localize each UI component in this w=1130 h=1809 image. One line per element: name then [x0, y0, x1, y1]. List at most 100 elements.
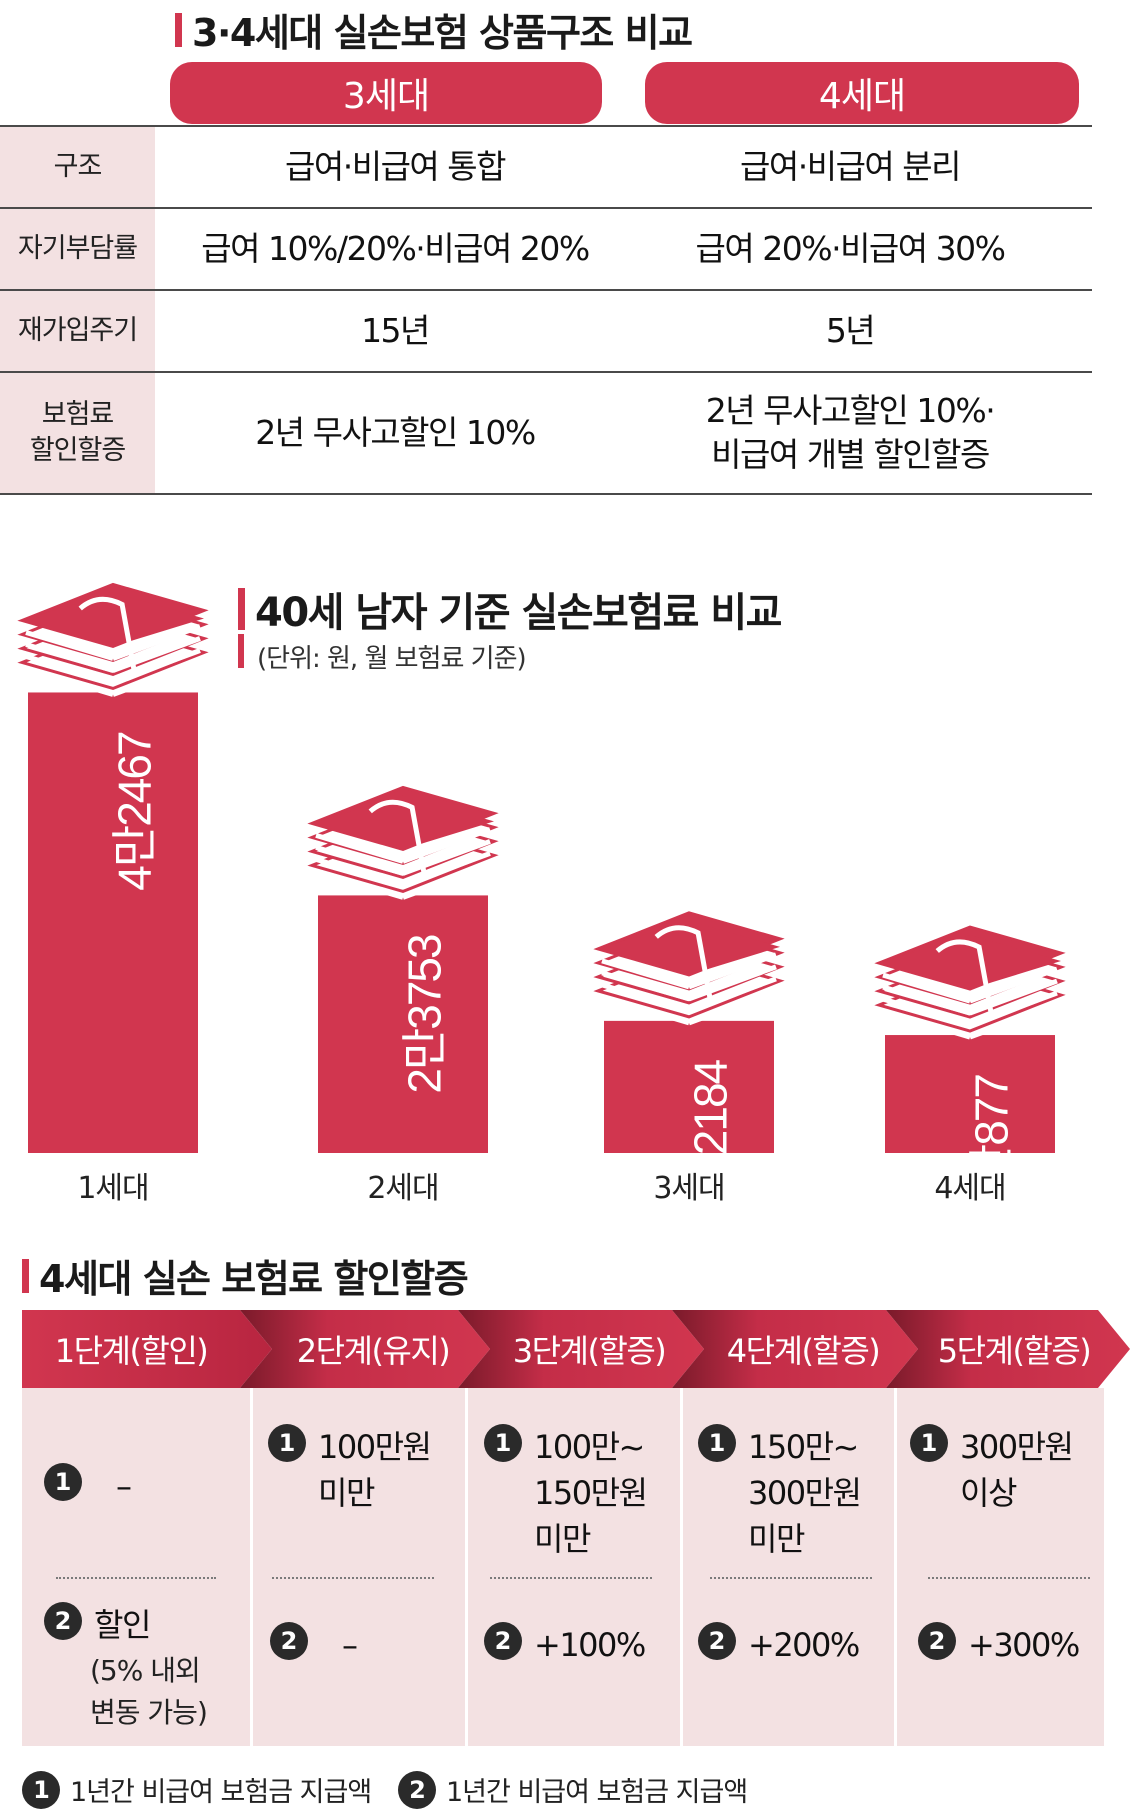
stage-header-arrows [22, 1310, 1130, 1388]
column-divider [250, 1388, 253, 1746]
row-label-line2: 할인할증 [29, 435, 126, 466]
stage1-item1-text: – [116, 1467, 132, 1505]
money-edge-line [112, 660, 201, 697]
stage-header-5: 5단계(할증) [937, 1332, 1092, 1370]
cell-3rd-gen: 15년 [361, 311, 430, 350]
cell-3rd-gen: 급여·비급여 통합 [285, 147, 507, 186]
money-edge-line [402, 839, 491, 876]
cell-line1: 2년 무사고할인 10%· [705, 391, 996, 430]
row-label: 보험료 할인할증 [0, 373, 155, 493]
money-edge-line [969, 966, 1058, 1004]
money-edge-line [402, 851, 491, 888]
column-divider [894, 1388, 897, 1746]
money-stack-top [312, 795, 494, 850]
number-badge-1: 1 [44, 1463, 82, 1501]
bar-value-label: 1만877 [965, 1075, 1017, 1210]
money-edge-line [882, 972, 971, 1004]
number-badge-1: 1 [698, 1424, 736, 1462]
dotted-divider [928, 1577, 1090, 1579]
money-edge-line [882, 1008, 971, 1040]
stage3-item1-text: 100만~ 150만원 미만 [534, 1424, 648, 1562]
subtitle-accent-bar [238, 634, 244, 668]
chart-subtitle: (단위: 원, 월 보험료 기준) [257, 644, 527, 674]
money-band [368, 799, 428, 878]
text-line: 300만원 [748, 1474, 862, 1512]
chart-title: 40세 남자 기준 실손보험료 비교 [255, 590, 782, 636]
money-edge-line [315, 857, 404, 888]
money-edge-line [402, 827, 491, 864]
cell-line2: 비급여 개별 할인할증 [711, 435, 990, 474]
table1-row-renewal: 재가입주기 15년 5년 [0, 291, 1092, 373]
stage2-item1: 1 100만원 미만 [268, 1424, 432, 1516]
cell-3rd-gen: 급여 10%/20%·비급여 20% [201, 229, 590, 268]
money-edge-line [688, 952, 777, 990]
money-stack-top [598, 920, 780, 975]
stage5-item2: 2 +300% [918, 1622, 1080, 1668]
stage5-item2-text: +300% [968, 1626, 1080, 1664]
stage1-item1: 1 – [44, 1463, 132, 1509]
dotted-divider [490, 1577, 652, 1579]
stages-title-wrap: 4세대 실손 보험료 할인할증 [22, 1248, 469, 1303]
stage-header-2: 2단계(유지) [296, 1332, 451, 1370]
money-stack-top [879, 935, 1061, 990]
title-accent-bar [22, 1258, 29, 1293]
money-edge-line [25, 666, 114, 697]
number-badge-1: 1 [910, 1424, 948, 1462]
title-accent-bar [175, 12, 182, 47]
legend-text-2: 1년간 비급여 보험금 지급액 [446, 1777, 748, 1808]
text-line: 100만원 [318, 1428, 432, 1466]
text-line: 미만 [534, 1520, 591, 1558]
stages-title: 4세대 실손 보험료 할인할증 [39, 1257, 469, 1301]
stage4-item2: 2 +200% [698, 1622, 860, 1668]
chart-title-wrap: 40세 남자 기준 실손보험료 비교 [238, 580, 782, 638]
money-edge-line [112, 636, 201, 673]
stage-arrow-3 [458, 1310, 704, 1388]
cell-4th-gen: 급여 20%·비급여 30% [695, 229, 1006, 268]
text-line: 150만~ [748, 1428, 859, 1466]
category-label: 2세대 [367, 1171, 438, 1206]
text-line: 150만원 [534, 1474, 648, 1512]
row-label: 구조 [0, 127, 155, 207]
text-line: 300만원 [960, 1428, 1074, 1466]
legend-text-1: 1년간 비급여 보험금 지급액 [70, 1777, 372, 1808]
bar [318, 895, 488, 1153]
dotted-divider [272, 1577, 434, 1579]
number-badge-2: 2 [918, 1622, 956, 1660]
money-edge-line [601, 958, 690, 990]
stage2-item2: 2 – [270, 1622, 358, 1668]
bar [885, 1035, 1055, 1153]
stage-header-4: 4단계(할증) [726, 1332, 881, 1370]
number-badge-1: 1 [484, 1424, 522, 1462]
category-label: 4세대 [934, 1171, 1005, 1206]
number-badge-2: 2 [44, 1602, 82, 1640]
cell-4th-gen: 급여·비급여 분리 [740, 147, 962, 186]
stage4-item2-text: +200% [748, 1626, 860, 1664]
note-line: 변동 가능) [90, 1696, 208, 1729]
cell-4th-gen: 2년 무사고할인 10%· 비급여 개별 할인할증 [640, 373, 1060, 493]
money-stack-icon [874, 925, 1066, 1040]
money-edge-line [402, 863, 491, 900]
number-badge-2: 2 [270, 1622, 308, 1660]
table1-row-premium-discount: 보험료 할인할증 2년 무사고할인 10% 2년 무사고할인 10%· 비급여 … [0, 373, 1092, 495]
number-badge-2: 2 [398, 1770, 436, 1809]
stage-header-3: 3단계(할증) [512, 1332, 667, 1370]
stage3-item2: 2 +100% [484, 1622, 646, 1668]
money-edge-line [112, 648, 201, 685]
legend-item-1: 1 1년간 비급여 보험금 지급액 [22, 1770, 372, 1809]
money-edge-line [601, 994, 690, 1026]
number-badge-2: 2 [698, 1622, 736, 1660]
money-stack-icon [17, 582, 209, 697]
money-band [935, 939, 995, 1018]
table1-row-copay: 자기부담률 급여 10%/20%·비급여 20% 급여 20%·비급여 30% [0, 209, 1092, 291]
stage4-item1: 1 150만~ 300만원 미만 [698, 1424, 862, 1562]
money-edge-line [969, 978, 1058, 1016]
stage2-item2-text: – [342, 1626, 358, 1664]
money-stack-icon [307, 785, 499, 900]
column-header-4th-gen: 4세대 [645, 62, 1079, 124]
stage3-item1: 1 100만~ 150만원 미만 [484, 1424, 648, 1562]
table1-title: 3·4세대 실손보험 상품구조 비교 [192, 11, 693, 55]
title-accent-bar [238, 588, 245, 630]
text-line: 미만 [318, 1474, 375, 1512]
category-label: 3세대 [653, 1171, 724, 1206]
